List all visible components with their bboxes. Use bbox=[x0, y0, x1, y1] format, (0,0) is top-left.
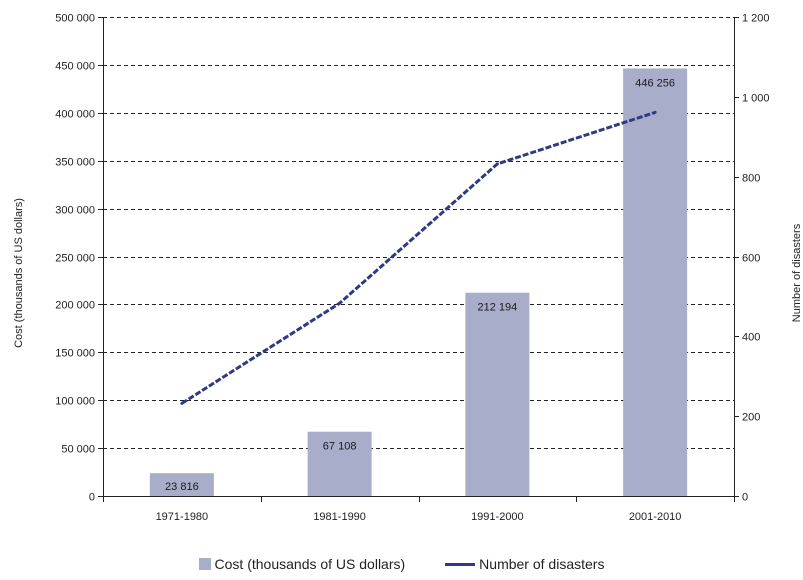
y2-tick-label: 200 bbox=[742, 412, 760, 424]
line-series bbox=[180, 110, 657, 405]
bar-1981-1990 bbox=[307, 431, 372, 496]
x-tick-label: 1981-1990 bbox=[313, 511, 366, 523]
line-point bbox=[653, 110, 657, 114]
line-point bbox=[338, 301, 342, 305]
gridlines bbox=[103, 17, 734, 449]
y-tick-label: 100 000 bbox=[55, 396, 95, 408]
y2-tick-label: 600 bbox=[742, 253, 760, 265]
y-tick-label: 500 000 bbox=[55, 13, 95, 25]
axes bbox=[98, 17, 739, 502]
line-number-of-disasters bbox=[181, 110, 656, 405]
line-point bbox=[180, 401, 184, 405]
bar-data-label: 67 108 bbox=[323, 441, 357, 453]
y-tick-label: 450 000 bbox=[55, 61, 95, 73]
bar-1991-2000 bbox=[465, 292, 530, 496]
x-tick-label: 1971-1980 bbox=[156, 511, 209, 523]
y2-tick-label: 1 000 bbox=[742, 93, 770, 105]
bar-data-label: 23 816 bbox=[165, 481, 199, 493]
y-axis-title: Cost (thousands of US dollars) bbox=[13, 198, 25, 348]
legend-cost-label: Cost (thousands of US dollars) bbox=[214, 556, 406, 572]
line-point bbox=[495, 162, 499, 166]
y-tick-label: 150 000 bbox=[55, 348, 95, 360]
y-tick-label: 200 000 bbox=[55, 300, 95, 312]
y-tick-label: 300 000 bbox=[55, 205, 95, 217]
legend-bar-swatch bbox=[198, 558, 211, 570]
legend-item-cost: Cost (thousands of US dollars) bbox=[198, 556, 406, 572]
data-labels: 23 816 67 108 212 194 446 256 bbox=[165, 77, 675, 493]
y-tick-label: 50 000 bbox=[61, 444, 95, 456]
legend-line-swatch bbox=[445, 562, 476, 566]
tick-labels: 0 50 000 100 000 150 000 200 000 250 000 300 0… bbox=[55, 13, 769, 524]
y2-tick-label: 800 bbox=[742, 173, 760, 185]
x-tick-label: 2001-2010 bbox=[629, 511, 682, 523]
y2-tick-label: 1 200 bbox=[742, 13, 770, 25]
y-tick-label: 250 000 bbox=[55, 253, 95, 265]
legend-item-disasters: Number of disasters bbox=[445, 556, 604, 572]
bar-data-label: 446 256 bbox=[635, 77, 675, 89]
x-tick-label: 1991-2000 bbox=[471, 511, 524, 523]
legend: Cost (thousands of US dollars) Number of… bbox=[0, 552, 803, 576]
bar-1971-1980 bbox=[149, 473, 214, 496]
bar-2001-2010 bbox=[623, 68, 688, 496]
y2-tick-label: 400 bbox=[742, 332, 760, 344]
bar-series bbox=[149, 68, 688, 496]
bar-data-label: 212 194 bbox=[477, 302, 517, 314]
y2-axis-title: Number of disasters bbox=[791, 223, 803, 322]
y-tick-label: 0 bbox=[89, 492, 95, 504]
y-tick-label: 350 000 bbox=[55, 157, 95, 169]
y2-tick-label: 0 bbox=[742, 492, 748, 504]
y-tick-label: 400 000 bbox=[55, 109, 95, 121]
legend-disasters-label: Number of disasters bbox=[479, 556, 605, 572]
